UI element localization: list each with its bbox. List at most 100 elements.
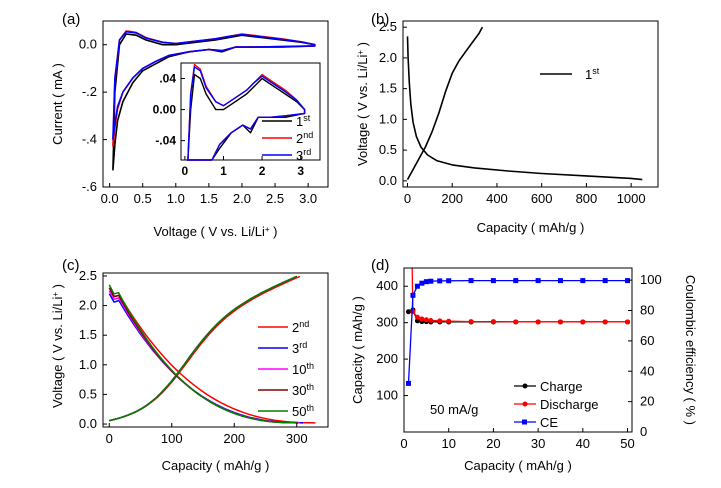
panel-d-marker-Discharge [437,318,443,324]
panel-a-inset-xtick-label: 3 [297,164,304,178]
panel-c-xtick-label: 100 [161,431,183,446]
panel-c-ytick-label: 1.5 [79,327,97,342]
panel-d-marker-CE [625,278,631,284]
panel-d-ytick-label: 300 [376,315,398,330]
panel-d-marker-CE [446,278,452,284]
panel-c-ytick-label: 0.0 [79,416,97,431]
panel-c-xtick-label: 200 [223,431,245,446]
panel-d-marker-CE [405,380,411,386]
panel-a-inset-ytick-label: .04 [159,72,176,86]
panel-d-legend-marker [522,383,528,389]
panel-b-label: (b) [371,11,389,28]
panel-a-xtick-label: 1.0 [167,191,185,206]
panel-b-xtick-label: 0 [404,191,411,206]
panel-d-xtick-label: 40 [576,436,590,451]
panel-d-legend-label: Charge [540,379,583,394]
panel-c-legend-label: 2nd [292,319,309,335]
panel-a-ytick-label: -.2 [82,84,97,99]
panel-d-marker-Discharge [625,319,631,325]
panel-b-ytick-label: 0.0 [379,173,397,188]
panel-d-xtick-label: 20 [486,436,500,451]
panel-c-discharge-2nd [108,287,316,424]
panel-b-xtick-label: 600 [531,191,553,206]
panel-c-xtick-label: 0 [106,431,113,446]
panel-d-marker-CE [513,278,519,284]
panel-d-y2tick-label: 20 [640,394,654,409]
panel-d-marker-Discharge [446,318,452,324]
panel-a-inset-ytick-label: 0.00 [153,103,177,117]
panel-a-xtick-label: 0.5 [134,191,152,206]
panel-c-ytick-label: 2.5 [79,268,97,283]
panel-d-y2tick-label: 40 [640,363,654,378]
panel-d-plot-area [405,268,631,386]
panel-d-marker-CE [437,278,443,284]
panel-b-ytick-label: 2.5 [379,19,397,34]
panel-c-discharge-50th [108,284,297,424]
panel-a-inset-xtick-label: 2 [259,164,266,178]
panel-d-marker-CE [490,278,496,284]
panel-c-discharge-10th [108,290,300,424]
panel-c-xtick-label: 300 [286,431,308,446]
panel-d-annotation: 50 mA/g [430,402,478,417]
panel-a-inset-ytick-label: -.04 [155,134,176,148]
panel-d-marker-Discharge [602,319,608,325]
panel-d-xtick-label: 10 [441,436,455,451]
panel-c-label: (c) [62,257,80,274]
panel-b-ytick-label: 1.0 [379,111,397,126]
panel-d-marker-Charge [405,309,411,315]
panel-d-ylabel2: Coulombic efficiency ( % ) [683,275,698,425]
panel-d-legend-marker [522,401,528,407]
panel-b-series-discharge [406,36,643,181]
panel-c-ytick-label: 0.5 [79,386,97,401]
panel-b-frame [402,20,659,188]
panel-d-marker-CE [468,278,474,284]
panel-d-marker-Discharge [535,319,541,325]
panel-d-marker-Discharge [513,319,519,325]
panel-b-ytick-label: 1.5 [379,81,397,96]
panel-b-ytick-label: 0.5 [379,142,397,157]
panel-a-ytick-label: 0.0 [79,37,97,52]
panel-d-ylabel: Capacity ( mAh/g ) [350,296,365,404]
panel-d-ytick-label: 100 [376,388,398,403]
panel-d-marker-Discharge [490,319,496,325]
panel-a-xlabel: Voltage ( V vs. Li/Li+ ) [154,224,278,239]
panel-a-inset-xtick-label: 0 [182,164,189,178]
panel-c-discharge-3rd [108,293,304,424]
panel-d-y2tick-label: 0 [640,424,647,439]
panel-a-xtick-label: 2.5 [266,191,284,206]
panel-d-marker-CE [580,278,586,284]
panel-d-marker-Discharge [428,317,434,323]
panel-d-ytick-label: 200 [376,351,398,366]
panel-a-xtick-label: 1.5 [200,191,218,206]
panel-d-legend-marker [522,419,527,425]
panel-c-legend-label: 10th [292,361,314,377]
panel-a-legend-label: 2nd [296,130,313,146]
panel-d-ytick-label: 400 [376,278,398,293]
panel-d-marker-CE [557,278,563,284]
panel-b-xtick-label: 200 [441,191,463,206]
panel-d-marker-CE [410,292,416,298]
panel-a-label: (a) [62,11,80,28]
panel-b-ytick-label: 2.0 [379,50,397,65]
panel-d-label: (d) [371,257,389,274]
panel-c-ytick-label: 1.0 [79,357,97,372]
panel-c-legend-label: 30th [292,382,314,398]
panel-c-legend-label: 3rd [292,340,307,356]
panel-d-marker-CE [423,279,429,285]
panel-d-xtick-label: 50 [620,436,634,451]
panel-b-ylabel: Voltage ( V vs. Li/Li+ ) [355,42,370,166]
panel-b-legend-label: 1st [585,66,600,82]
panel-b-series-charge [406,26,484,180]
panel-a-inset-series-3rd [186,66,306,161]
panel-a-xtick-label: 0.0 [101,191,119,206]
panel-d-series-CE [407,279,628,384]
panel-d-y2tick-label: 100 [640,272,662,287]
panel-c-frame [102,272,329,428]
panel-a-xtick-label: 3.0 [299,191,317,206]
panel-b-xtick-label: 1000 [617,191,646,206]
panel-d-marker-Discharge [414,314,420,320]
panel-d-marker-Discharge [557,319,563,325]
panel-c-ytick-label: 2.0 [79,298,97,313]
panel-a-inset-xtick-label: 1 [220,164,227,178]
